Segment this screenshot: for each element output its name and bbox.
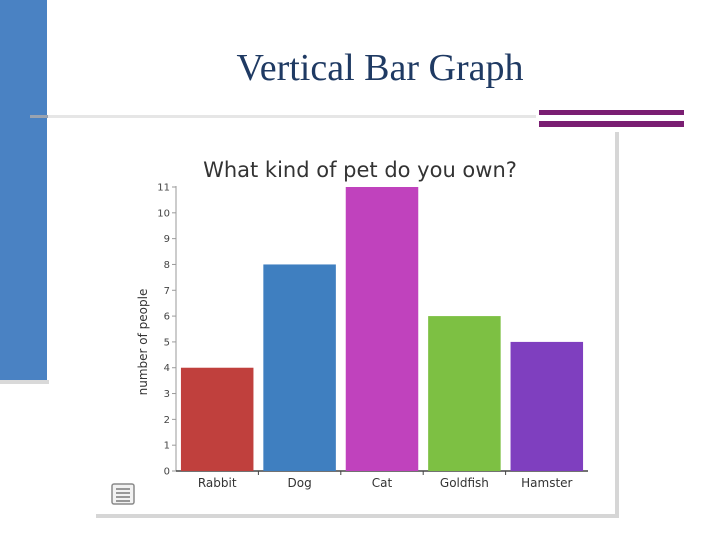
x-tick-label: Rabbit bbox=[198, 476, 237, 490]
bar-chart: What kind of pet do you own? number of p… bbox=[136, 158, 588, 490]
y-tick-label: 7 bbox=[164, 286, 170, 297]
y-tick-label: 3 bbox=[164, 389, 170, 400]
title-rule bbox=[48, 115, 536, 118]
y-tick-label: 8 bbox=[164, 260, 170, 271]
y-tick-label: 4 bbox=[164, 363, 170, 374]
title-rule-accent-top bbox=[539, 110, 684, 115]
x-tick-label: Hamster bbox=[521, 476, 572, 490]
x-tick-label: Cat bbox=[372, 476, 393, 490]
y-tick-label: 0 bbox=[164, 467, 170, 478]
y-tick-label: 10 bbox=[157, 208, 170, 219]
y-tick-label: 2 bbox=[164, 415, 170, 426]
y-tick-label: 11 bbox=[157, 183, 170, 194]
y-tick-label: 9 bbox=[164, 234, 170, 245]
chart-title: What kind of pet do you own? bbox=[203, 158, 517, 182]
chart-bars bbox=[180, 187, 584, 471]
side-accent-bar bbox=[0, 0, 47, 383]
x-tick-label: Goldfish bbox=[440, 476, 489, 490]
y-tick-label: 1 bbox=[164, 441, 170, 452]
y-tick-label: 5 bbox=[164, 337, 170, 348]
bar-hamster bbox=[510, 341, 584, 471]
slide-title: Vertical Bar Graph bbox=[236, 47, 524, 89]
y-tick-labels: 0 1 2 3 4 5 6 7 8 9 10 11 bbox=[157, 183, 170, 478]
y-axis-label: number of people bbox=[136, 289, 150, 396]
x-tick-label: Dog bbox=[287, 476, 311, 490]
x-tick-labels: Rabbit Dog Cat Goldfish Hamster bbox=[198, 476, 573, 490]
side-bar-shadow bbox=[0, 380, 49, 384]
y-tick-label: 6 bbox=[164, 312, 170, 323]
title-rule-left bbox=[30, 115, 48, 118]
bar-cat bbox=[345, 187, 419, 471]
bar-dog bbox=[263, 264, 336, 471]
bar-goldfish bbox=[428, 316, 501, 471]
notes-list-icon[interactable] bbox=[110, 482, 136, 506]
bar-rabbit bbox=[180, 367, 254, 471]
title-rule-accent-bottom bbox=[539, 121, 684, 127]
